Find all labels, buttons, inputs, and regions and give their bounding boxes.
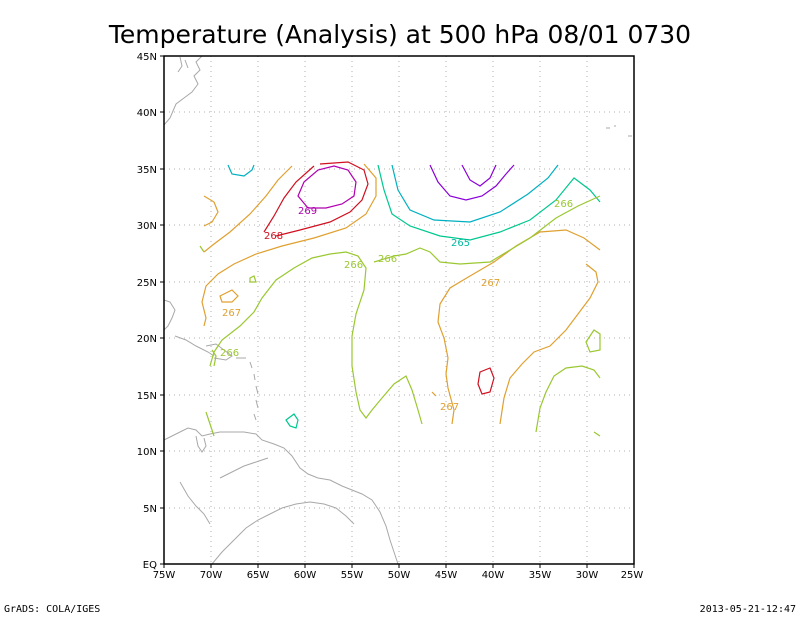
latitude-labels: 45N 40N 35N 30N 25N 20N 15N 10N 5N EQ (137, 52, 157, 571)
lat-label: 10N (137, 447, 157, 458)
contour-263-west (429, 164, 515, 201)
contour-267-dot (431, 391, 437, 397)
lat-label: 45N (137, 52, 157, 63)
footer-timestamp: 2013-05-21-12:47 (700, 604, 796, 615)
lon-label: 65W (247, 570, 270, 581)
longitude-labels: 75W 70W 65W 60W 55W 50W 45W 40W 35W 30W … (153, 570, 644, 581)
contour-264-east (391, 164, 559, 223)
footer-credit: GrADS: COLA/IGES (4, 604, 100, 615)
contour-label: 268 (264, 231, 283, 242)
contour-268-south (477, 367, 495, 395)
contour-label: 266 (554, 199, 573, 210)
lat-label: 15N (137, 391, 157, 402)
contour-264-west (227, 164, 255, 177)
contour-267-north (201, 163, 377, 327)
lon-label: 25W (621, 570, 644, 581)
grid-lines (164, 56, 634, 564)
tick-marks (160, 55, 635, 568)
contour-label: 265 (451, 238, 470, 249)
coastline-north-america (163, 55, 203, 126)
contour-267-south (437, 229, 601, 425)
map-title: Temperature (Analysis) at 500 hPa 08/01 … (108, 20, 691, 49)
coastline-azores (606, 125, 632, 137)
lat-label: 30N (137, 221, 157, 232)
contour-263-east (461, 164, 497, 187)
contour-267-left (203, 195, 219, 227)
contour-266-island (249, 275, 601, 437)
lat-label: 35N (137, 165, 157, 176)
lat-label: 20N (137, 334, 157, 345)
coastline-greater-antilles (174, 335, 246, 361)
coastline-south-america (163, 427, 399, 565)
contours (199, 161, 601, 437)
coastline-lake-maracaibo (195, 435, 207, 453)
lon-label: 30W (576, 570, 599, 581)
contour-labels: 269 268 266 266 266 265 266 267 267 267 (220, 199, 573, 413)
contour-265-south (285, 413, 299, 429)
contour-label: 266 (344, 260, 363, 271)
river-outlines (179, 457, 355, 565)
contour-label: 266 (220, 348, 239, 359)
coastline-lesser-antilles (249, 361, 259, 421)
lon-label: 45W (435, 570, 458, 581)
contour-266-main (205, 195, 601, 437)
contour-label: 267 (440, 402, 459, 413)
contour-267-loop (219, 289, 239, 303)
lat-label: 40N (137, 108, 157, 119)
lon-label: 75W (153, 570, 176, 581)
contour-266-right (535, 329, 601, 433)
contour-label: 267 (222, 308, 241, 319)
contour-266-left (199, 245, 217, 367)
lon-label: 70W (200, 570, 223, 581)
lon-label: 40W (482, 570, 505, 581)
contour-265 (377, 164, 601, 241)
lon-label: 35W (529, 570, 552, 581)
lon-label: 60W (294, 570, 317, 581)
lon-label: 50W (388, 570, 411, 581)
coastlines (163, 55, 632, 565)
contour-label: 266 (378, 254, 397, 265)
lat-label: EQ (143, 560, 157, 571)
lat-label: 25N (137, 278, 157, 289)
contour-269 (297, 165, 357, 209)
contour-label: 267 (481, 278, 500, 289)
lat-label: 5N (143, 504, 157, 515)
contour-label: 269 (298, 206, 317, 217)
lon-label: 55W (341, 570, 364, 581)
contour-268 (263, 161, 369, 237)
coastline-florida (163, 299, 176, 331)
